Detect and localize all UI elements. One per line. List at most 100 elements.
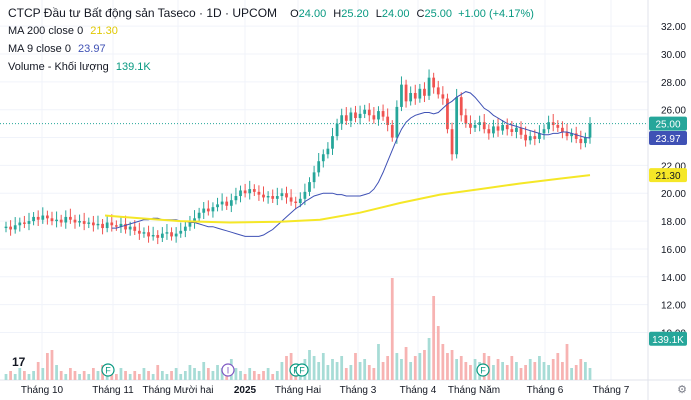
candle-body xyxy=(450,129,454,155)
volume-bar xyxy=(340,356,344,380)
symbol-title[interactable]: CTCP Đầu tư Bất động sản Taseco · 1D · U… xyxy=(8,6,278,20)
volume-bar xyxy=(239,371,242,380)
legend-ma9-row[interactable]: MA 9 close 0 23.97 xyxy=(8,40,534,58)
candle-body xyxy=(193,218,196,223)
candle-body xyxy=(354,112,357,119)
candle-body xyxy=(400,84,403,107)
candle-body xyxy=(423,88,426,96)
candle-body xyxy=(482,122,486,130)
candle-body xyxy=(78,221,81,223)
candle-body xyxy=(372,115,376,120)
candle-body xyxy=(409,92,413,102)
volume-bar xyxy=(110,371,114,380)
volume-bar xyxy=(197,371,201,380)
x-tick-label: Tháng 6 xyxy=(527,385,564,396)
volume-bar xyxy=(551,359,555,380)
volume-bar xyxy=(243,374,247,380)
candle-body xyxy=(13,225,17,230)
event-marker xyxy=(221,363,235,377)
candle-body xyxy=(335,123,339,137)
candle-body xyxy=(50,218,54,222)
candle-body xyxy=(280,193,284,197)
y-tick-label: 18.00 xyxy=(661,217,686,228)
volume-bar xyxy=(570,368,573,380)
gear-icon[interactable]: ⚙ xyxy=(677,383,687,396)
volume-bar xyxy=(220,368,224,380)
volume-bar xyxy=(381,362,385,380)
ohlc-open: 24.00 xyxy=(298,8,327,20)
volume-bar xyxy=(363,359,367,380)
candle-body xyxy=(234,196,238,201)
y-tick-label: 30.00 xyxy=(661,50,686,61)
candle-body xyxy=(588,123,592,138)
candle-body xyxy=(312,172,316,183)
volume-bar xyxy=(533,362,537,380)
volume-bar xyxy=(160,371,164,380)
candle-body xyxy=(574,133,578,139)
candle-body xyxy=(478,122,482,126)
candle-body xyxy=(27,221,31,224)
candle-body xyxy=(225,201,229,206)
ohlc-open-label: O xyxy=(290,8,299,20)
legend: CTCP Đầu tư Bất động sản Taseco · 1D · U… xyxy=(8,4,534,76)
volume-bar xyxy=(257,374,261,380)
volume-bar xyxy=(335,362,339,380)
candle-body xyxy=(262,194,265,198)
candle-body xyxy=(275,196,279,199)
volume-bar xyxy=(193,368,196,380)
volume-bar xyxy=(211,371,215,380)
candle-body xyxy=(501,125,505,131)
candle-body xyxy=(390,125,394,138)
y-tick-label: 16.00 xyxy=(661,245,686,256)
candle-body xyxy=(538,133,541,139)
volume-bar xyxy=(441,344,445,380)
volume-bar xyxy=(423,350,426,380)
candle-body xyxy=(239,190,242,197)
x-tick-label: Tháng Mười hai xyxy=(142,385,213,396)
candle-body xyxy=(206,208,210,212)
candle-body xyxy=(358,113,362,119)
x-tick-label: Tháng Năm xyxy=(448,385,500,396)
price-axis-label-bg xyxy=(649,130,687,145)
price-axis-label: 21.30 xyxy=(655,171,680,182)
candle-body xyxy=(551,122,555,126)
candle-body xyxy=(23,222,26,224)
y-tick-label: 32.00 xyxy=(661,22,686,33)
candle-body xyxy=(179,230,183,234)
candle-body xyxy=(229,200,233,206)
candle-body xyxy=(547,122,550,130)
volume-bar xyxy=(579,359,583,380)
volume-bar xyxy=(105,374,109,380)
candle-body xyxy=(266,196,270,198)
legend-volume-row[interactable]: Volume - Khối lượng 139.1K xyxy=(8,58,534,76)
candle-body xyxy=(303,191,307,199)
candle-body xyxy=(519,127,523,135)
candle-body xyxy=(367,109,371,116)
legend-ma200-row[interactable]: MA 200 close 0 21.30 xyxy=(8,22,534,40)
candle-body xyxy=(584,137,587,144)
tradingview-logo-icon: 17 xyxy=(12,355,26,369)
candle-body xyxy=(9,226,12,230)
candle-body xyxy=(18,222,22,226)
ohlc-high-label: H xyxy=(333,8,342,20)
volume-bar xyxy=(524,365,528,380)
volume-bar xyxy=(285,356,288,380)
candle-body xyxy=(308,182,311,192)
price-axis-label: 25.00 xyxy=(655,120,680,131)
volume-bar xyxy=(252,371,256,380)
event-marker xyxy=(295,363,309,377)
candle-body xyxy=(459,97,463,116)
y-tick-label: 12.00 xyxy=(661,301,686,312)
volume-bar xyxy=(133,371,137,380)
volume-bar xyxy=(469,365,472,380)
candle-body xyxy=(271,196,275,199)
volume-bar xyxy=(367,365,371,380)
candle-body xyxy=(331,136,334,149)
candle-body xyxy=(243,190,247,194)
candle-body xyxy=(133,226,137,231)
ohlc-high: 25.20 xyxy=(341,8,369,20)
volume-bar xyxy=(464,362,468,380)
volume-bar xyxy=(234,368,238,380)
